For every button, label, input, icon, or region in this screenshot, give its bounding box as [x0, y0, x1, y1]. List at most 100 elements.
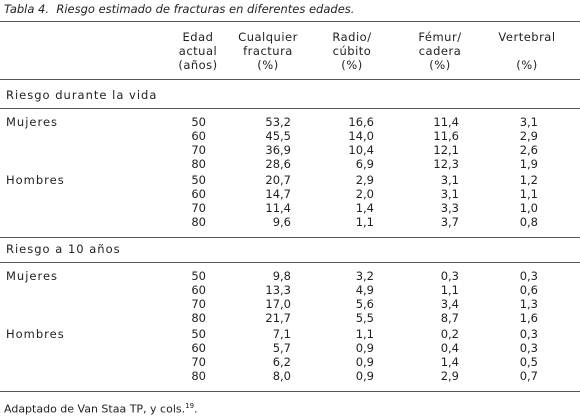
cell: 8,7 — [440, 311, 459, 325]
cell: 0,3 — [440, 269, 459, 283]
cell: 1,2 — [519, 173, 538, 187]
cell: 0,4 — [440, 341, 459, 355]
section-title: Riesgo a 10 años — [6, 242, 121, 256]
cell: 11,6 — [433, 129, 459, 143]
cell: 1,1 — [355, 327, 374, 341]
cell: 0,2 — [440, 327, 459, 341]
header-cell: Edad — [182, 30, 214, 44]
header-cell: Radio/ — [332, 30, 372, 44]
cell: 10,4 — [348, 143, 374, 157]
cell: 0,3 — [519, 269, 538, 283]
cell: 4,9 — [355, 283, 374, 297]
cell: 0,7 — [519, 369, 538, 383]
rule — [0, 79, 580, 80]
cell: 6,2 — [272, 355, 291, 369]
cell: 13,3 — [265, 283, 291, 297]
header-cell: actual — [178, 44, 218, 58]
cell: 3,3 — [440, 201, 459, 215]
cell: 5,7 — [272, 341, 291, 355]
cell: 60 — [191, 283, 206, 297]
cell: 0,9 — [355, 355, 374, 369]
cell: 3,1 — [440, 173, 459, 187]
cell: 1,4 — [355, 201, 374, 215]
cell: 60 — [191, 187, 206, 201]
cell: 9,8 — [272, 269, 291, 283]
header-cell: cúbito — [332, 44, 372, 58]
cell: 12,1 — [433, 143, 459, 157]
cell: 3,1 — [440, 187, 459, 201]
cell: 2,9 — [519, 129, 538, 143]
cell: 3,4 — [440, 297, 459, 311]
cell: 50 — [191, 327, 206, 341]
cell: 0,6 — [519, 283, 538, 297]
cell: 36,9 — [265, 143, 291, 157]
cell: 1,1 — [440, 283, 459, 297]
cell: 6,9 — [355, 157, 374, 171]
cell: 1,4 — [440, 355, 459, 369]
caption: Tabla 4. Riesgo estimado de fracturas en… — [4, 2, 354, 16]
header-cell: fractura — [243, 44, 293, 58]
cell: 2,0 — [355, 187, 374, 201]
cell: 50 — [191, 269, 206, 283]
cell: 70 — [191, 297, 206, 311]
cell: 70 — [191, 201, 206, 215]
caption-text: Riesgo estimado de fracturas en diferent… — [56, 2, 355, 16]
cell: 2,9 — [440, 369, 459, 383]
header-cell: (%) — [429, 58, 451, 72]
cell: 20,7 — [265, 173, 291, 187]
cell: 3,7 — [440, 215, 459, 229]
rule — [0, 21, 580, 22]
cell: 3,1 — [519, 115, 538, 129]
footer-text: Adaptado de Van Staa TP, y cols. — [4, 402, 186, 416]
cell: 0,9 — [355, 341, 374, 355]
cell: 12,3 — [433, 157, 459, 171]
cell: 8,0 — [272, 369, 291, 383]
cell: 5,6 — [355, 297, 374, 311]
cell: 50 — [191, 173, 206, 187]
cell: 1,6 — [519, 311, 538, 325]
rule — [0, 237, 580, 238]
header-cell: (años) — [178, 58, 218, 72]
cell: 45,5 — [265, 129, 291, 143]
cell: 11,4 — [265, 201, 291, 215]
cell: 1,9 — [519, 157, 538, 171]
header-cell: Cualquier — [238, 30, 298, 44]
rule — [0, 391, 580, 392]
header-cell: (%) — [516, 58, 538, 72]
header-cell: Vertebral — [498, 30, 556, 44]
cell: 3,2 — [355, 269, 374, 283]
cell: 80 — [191, 311, 206, 325]
footer-ref: 19 — [185, 402, 195, 410]
cell: 0,3 — [519, 341, 538, 355]
cell: 1,1 — [519, 187, 538, 201]
cell: 70 — [191, 143, 206, 157]
cell: 7,1 — [272, 327, 291, 341]
cell: 1,1 — [355, 215, 374, 229]
cell: 2,9 — [355, 173, 374, 187]
footer: Adaptado de Van Staa TP, y cols.19. — [4, 399, 198, 417]
cell: 5,5 — [355, 311, 374, 325]
cell: 9,6 — [272, 215, 291, 229]
cell: 21,7 — [265, 311, 291, 325]
header-cell: (%) — [257, 58, 279, 72]
caption-label: Tabla 4. — [4, 2, 50, 16]
cell: 14,7 — [265, 187, 291, 201]
cell: 17,0 — [265, 297, 291, 311]
group-label: Hombres — [6, 327, 65, 341]
cell: 16,6 — [348, 115, 374, 129]
group-label: Mujeres — [6, 269, 59, 283]
cell: 28,6 — [265, 157, 291, 171]
section-title: Riesgo durante la vida — [6, 88, 158, 102]
cell: 80 — [191, 369, 206, 383]
footer-end: . — [194, 402, 198, 416]
cell: 53,2 — [265, 115, 291, 129]
cell: 1,3 — [519, 297, 538, 311]
header-cell: cadera — [418, 44, 462, 58]
cell: 0,5 — [519, 355, 538, 369]
header-cell: Fémur/ — [418, 30, 462, 44]
cell: 80 — [191, 215, 206, 229]
rule — [0, 262, 580, 263]
cell: 2,6 — [519, 143, 538, 157]
cell: 0,8 — [519, 215, 538, 229]
